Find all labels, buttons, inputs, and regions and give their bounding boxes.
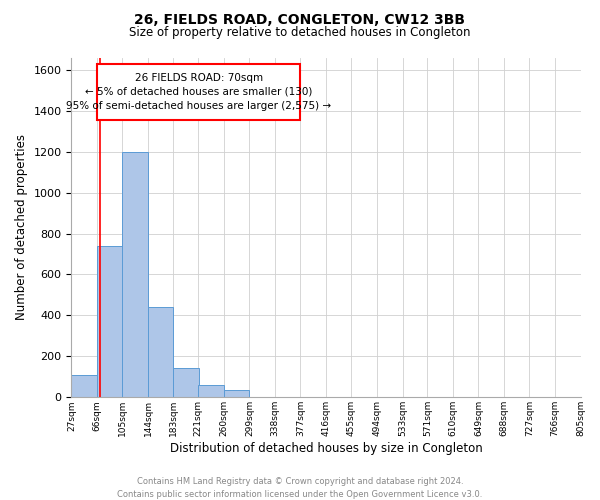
Bar [199,385,224,398]
Text: 26 FIELDS ROAD: 70sqm: 26 FIELDS ROAD: 70sqm [134,72,263,83]
Bar [148,307,173,398]
Text: 95% of semi-detached houses are larger (2,575) →: 95% of semi-detached houses are larger (… [66,101,331,111]
Text: Size of property relative to detached houses in Congleton: Size of property relative to detached ho… [129,26,471,39]
Bar [71,375,97,398]
Bar [224,390,250,398]
Bar [173,368,199,398]
FancyBboxPatch shape [97,64,301,120]
Text: 26, FIELDS ROAD, CONGLETON, CW12 3BB: 26, FIELDS ROAD, CONGLETON, CW12 3BB [134,12,466,26]
Bar [97,246,122,398]
Text: Contains HM Land Registry data © Crown copyright and database right 2024.
Contai: Contains HM Land Registry data © Crown c… [118,478,482,499]
Text: ← 5% of detached houses are smaller (130): ← 5% of detached houses are smaller (130… [85,87,313,97]
Y-axis label: Number of detached properties: Number of detached properties [15,134,28,320]
X-axis label: Distribution of detached houses by size in Congleton: Distribution of detached houses by size … [170,442,482,455]
Bar [122,152,148,398]
